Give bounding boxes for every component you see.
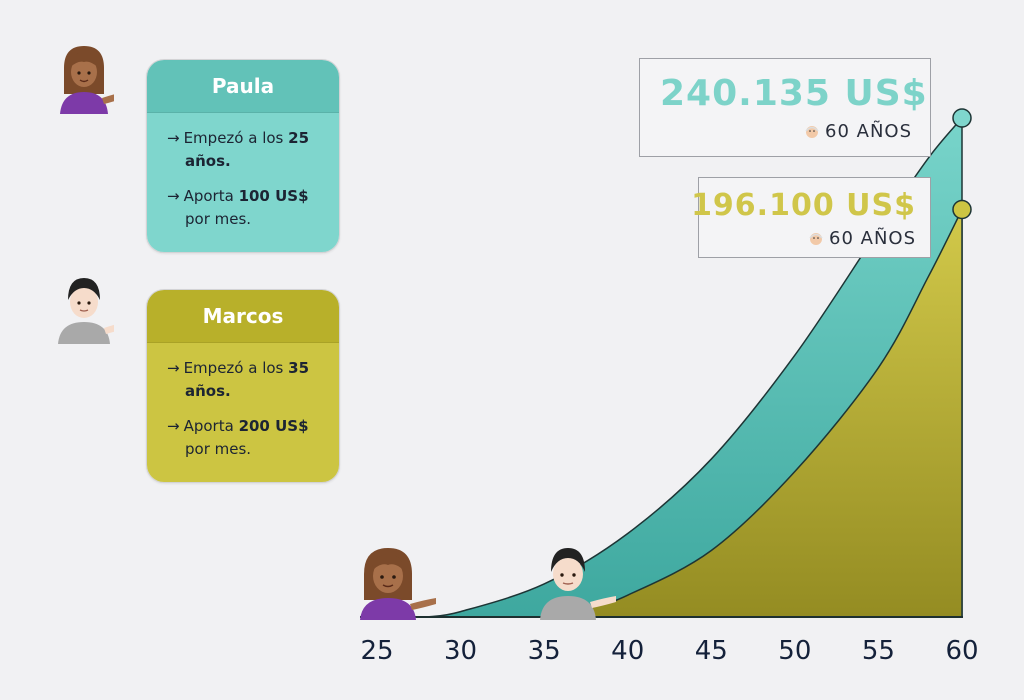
old-man-icon [805, 126, 819, 138]
x-tick-label: 60 [945, 636, 978, 666]
arrow-right-icon: → [167, 129, 180, 147]
arrow-right-icon: → [167, 417, 180, 435]
paula-card-title: Paula [147, 60, 339, 113]
x-tick-label: 35 [528, 636, 561, 666]
end-marker-marcos [952, 199, 972, 220]
paula-info-card: Paula → Empezó a los 25 años. → Aporta 100… [146, 59, 340, 253]
x-tick-label: 50 [778, 636, 811, 666]
x-tick-label: 30 [444, 636, 477, 666]
paula-final-amount: 240.135 US$ [660, 73, 928, 114]
old-man-icon [809, 233, 823, 245]
end-marker-paula [952, 108, 972, 128]
marcos-start-marker-avatar [540, 548, 616, 620]
paula-contribution-line: → Aporta 100 US$ por mes. [167, 187, 309, 228]
x-tick-label: 55 [862, 636, 895, 666]
marcos-card-title: Marcos [147, 290, 339, 343]
marcos-info-card: Marcos → Empezó a los 35 años. → Aporta 20… [146, 289, 340, 483]
x-tick-label: 40 [611, 636, 644, 666]
arrow-right-icon: → [167, 187, 180, 205]
marcos-final-amount: 196.100 US$ [691, 188, 916, 223]
marcos-final-value-box: 196.100 US$ 60 AÑOS [691, 177, 931, 258]
marcos-final-age: 60 AÑOS [809, 228, 916, 249]
paula-final-value-box: 240.135 US$ 60 AÑOS [639, 58, 931, 157]
paula-start-age-line: → Empezó a los 25 años. [167, 129, 310, 170]
marcos-avatar [58, 278, 114, 344]
paula-avatar [60, 46, 114, 114]
paula-final-age: 60 AÑOS [805, 121, 912, 142]
marcos-contribution-line: → Aporta 200 US$ por mes. [167, 417, 309, 458]
marcos-start-age-line: → Empezó a los 35 años. [167, 359, 310, 400]
paula-start-marker-avatar [360, 548, 436, 620]
x-tick-label: 25 [360, 636, 393, 666]
arrow-right-icon: → [167, 359, 180, 377]
x-tick-label: 45 [695, 636, 728, 666]
